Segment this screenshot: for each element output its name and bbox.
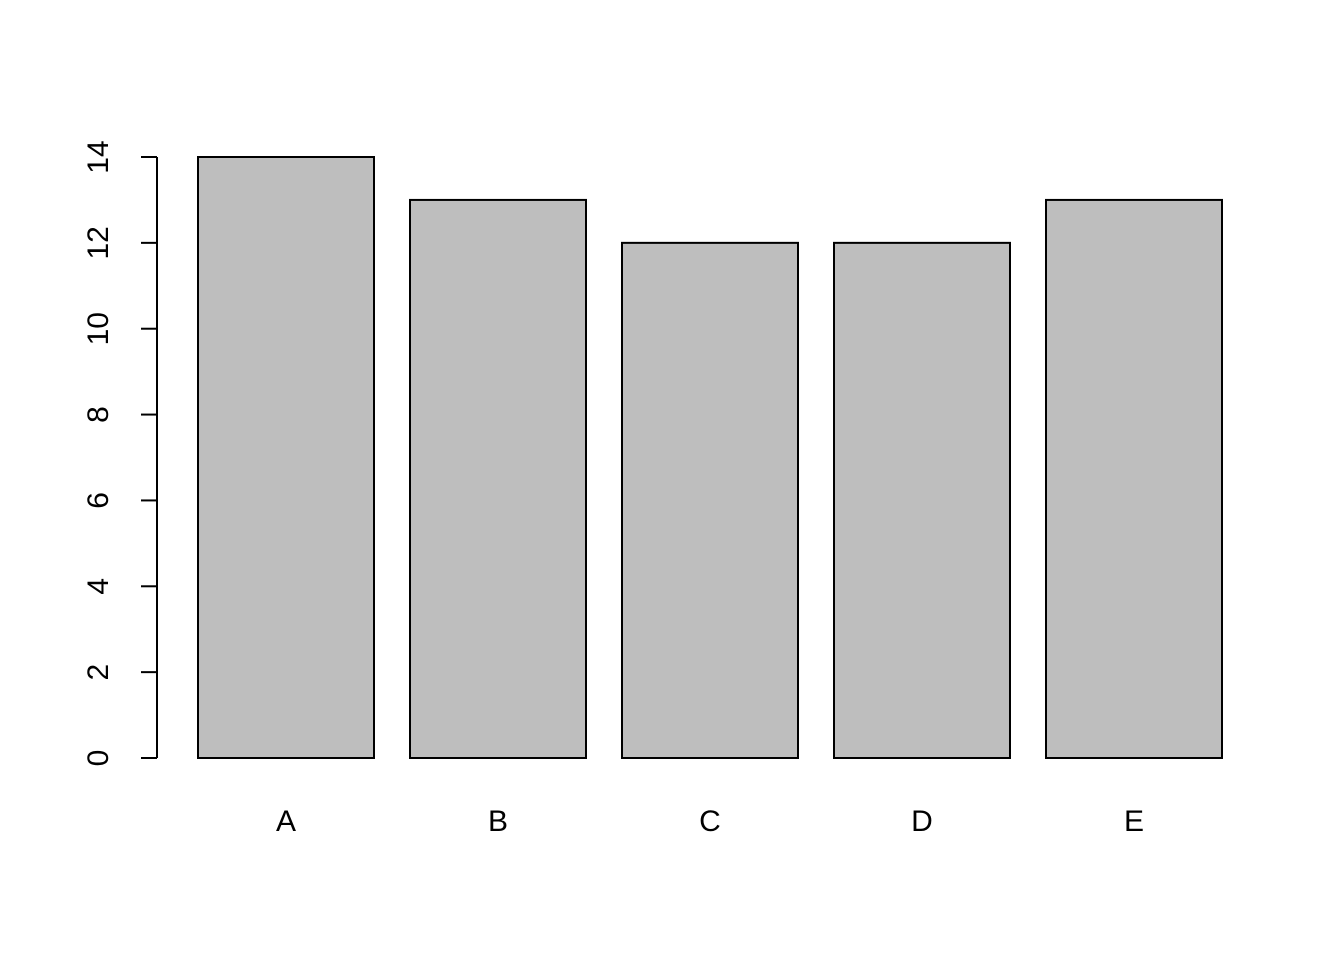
y-tick-label-8: 8: [82, 406, 115, 423]
bars-group: [197, 156, 1223, 760]
y-tick-label-0: 0: [82, 750, 115, 767]
bar-b: [409, 198, 587, 759]
y-tick-label-12: 12: [82, 226, 115, 259]
x-tick-label-e: E: [1124, 805, 1144, 838]
bar-d: [833, 241, 1011, 760]
x-tick-label-d: D: [911, 805, 933, 838]
y-tick-label-14: 14: [82, 140, 115, 173]
x-tick-label-b: B: [488, 805, 508, 838]
y-tick-label-4: 4: [82, 578, 115, 595]
x-tick-label-c: C: [699, 805, 721, 838]
y-tick-label-2: 2: [82, 664, 115, 681]
y-axis: 0 2 4 6 8 10 12 14: [82, 140, 158, 767]
y-tick-label-10: 10: [82, 312, 115, 345]
bar-a: [197, 156, 375, 759]
bar-e: [1045, 198, 1223, 759]
x-axis-labels: A B C D E: [276, 805, 1144, 838]
y-tick-label-6: 6: [82, 492, 115, 509]
x-tick-label-a: A: [276, 805, 296, 838]
bar-c: [621, 241, 799, 760]
